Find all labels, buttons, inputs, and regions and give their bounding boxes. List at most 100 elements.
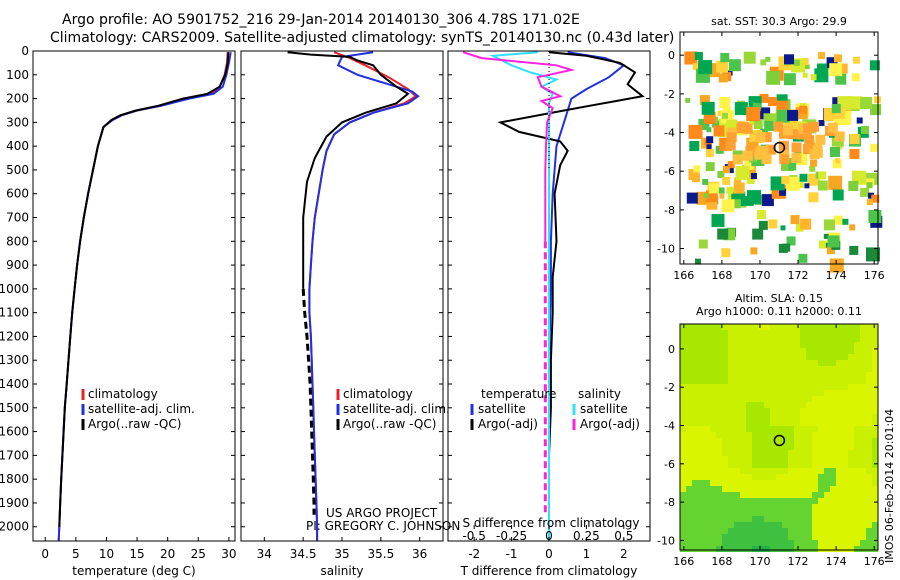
sla-pixel xyxy=(770,450,776,456)
sla-pixel xyxy=(806,366,812,372)
sla-pixel xyxy=(698,378,704,384)
sla-pixel xyxy=(728,498,734,504)
sla-pixel xyxy=(734,480,740,486)
sla-pixel xyxy=(818,354,824,360)
sla-pixel xyxy=(692,468,698,474)
sla-pixel xyxy=(728,408,734,414)
map-x-tick-label: 172 xyxy=(788,555,809,568)
sla-pixel xyxy=(842,528,848,534)
sla-pixel xyxy=(752,342,758,348)
legend-label: Argo(-adj) xyxy=(580,417,640,431)
sla-pixel xyxy=(758,522,764,528)
sla-pixel xyxy=(722,444,728,450)
sst-pixel xyxy=(773,121,784,132)
sst-pixel xyxy=(779,154,790,165)
sla-pixel xyxy=(680,444,686,450)
sla-pixel xyxy=(806,384,812,390)
sla-pixel xyxy=(710,354,716,360)
sla-pixel xyxy=(836,342,842,348)
sla-pixel xyxy=(872,498,878,504)
sla-pixel xyxy=(764,450,770,456)
sla-pixel xyxy=(794,546,800,552)
sla-pixel xyxy=(746,384,752,390)
sla-pixel xyxy=(710,462,716,468)
x-tick-label: 0 xyxy=(41,547,49,561)
sla-pixel xyxy=(866,510,872,516)
sla-pixel xyxy=(818,384,824,390)
y-tick-label: 100 xyxy=(6,68,29,82)
sla-pixel xyxy=(710,372,716,378)
sla-pixel xyxy=(836,480,842,486)
sla-pixel xyxy=(710,504,716,510)
sst-pixel xyxy=(703,193,709,199)
sst-pixel xyxy=(798,253,808,263)
legend-label: Argo(..raw -QC) xyxy=(343,417,436,431)
sla-pixel xyxy=(686,510,692,516)
sst-pixel xyxy=(759,93,769,103)
sla-pixel xyxy=(680,456,686,462)
sla-pixel xyxy=(746,438,752,444)
sla-pixel xyxy=(752,492,758,498)
sst-pixel xyxy=(746,107,761,122)
sla-pixel xyxy=(722,534,728,540)
sla-pixel xyxy=(788,378,794,384)
sla-pixel xyxy=(692,408,698,414)
sla-pixel xyxy=(860,468,866,474)
sla-pixel xyxy=(842,492,848,498)
sla-pixel xyxy=(680,366,686,372)
sla-pixel xyxy=(830,480,836,486)
sla-pixel xyxy=(794,444,800,450)
sla-pixel xyxy=(812,402,818,408)
sla-pixel xyxy=(872,456,878,462)
sla-pixel xyxy=(836,540,842,546)
sla-pixel xyxy=(770,402,776,408)
sla-pixel xyxy=(716,432,722,438)
sla-pixel xyxy=(812,426,818,432)
sla-pixel xyxy=(740,330,746,336)
sla-pixel xyxy=(866,486,872,492)
sla-pixel xyxy=(710,450,716,456)
legend-label: Argo(-adj) xyxy=(478,417,538,431)
sst-pixel xyxy=(694,52,703,60)
sla-pixel xyxy=(758,468,764,474)
sla-pixel xyxy=(704,420,710,426)
sst-pixel xyxy=(783,125,793,136)
sla-pixel xyxy=(836,402,842,408)
sla-pixel xyxy=(728,354,734,360)
sla-pixel xyxy=(716,366,722,372)
sla-pixel xyxy=(836,432,842,438)
sla-pixel xyxy=(710,516,716,522)
sla-pixel xyxy=(836,324,842,330)
x-tick-label: 25 xyxy=(191,547,206,561)
sla-pixel xyxy=(746,354,752,360)
sla-pixel xyxy=(734,420,740,426)
y-tick-label: 200 xyxy=(6,92,29,106)
sla-pixel xyxy=(800,384,806,390)
sla-pixel xyxy=(824,468,830,474)
sla-pixel xyxy=(854,408,860,414)
x-tick-label: 1 xyxy=(583,547,591,561)
sla-pixel xyxy=(848,468,854,474)
sla-pixel xyxy=(800,540,806,546)
sla-pixel xyxy=(872,360,878,366)
sla-pixel xyxy=(854,492,860,498)
sla-pixel xyxy=(740,492,746,498)
sla-pixel xyxy=(836,426,842,432)
sla-pixel xyxy=(860,420,866,426)
sst-pixel xyxy=(765,56,771,62)
sla-pixel xyxy=(692,330,698,336)
sla-pixel xyxy=(746,540,752,546)
sla-pixel xyxy=(710,324,716,330)
sst-pixel xyxy=(796,129,807,140)
sla-pixel xyxy=(806,342,812,348)
sla-pixel xyxy=(710,378,716,384)
series-line xyxy=(287,51,410,289)
sla-pixel xyxy=(764,444,770,450)
sla-pixel xyxy=(854,450,860,456)
sla-pixel xyxy=(686,516,692,522)
map-x-tick-label: 170 xyxy=(749,555,770,568)
sla-pixel xyxy=(800,324,806,330)
sla-pixel xyxy=(686,366,692,372)
sla-pixel xyxy=(764,378,770,384)
sla-pixel xyxy=(734,438,740,444)
